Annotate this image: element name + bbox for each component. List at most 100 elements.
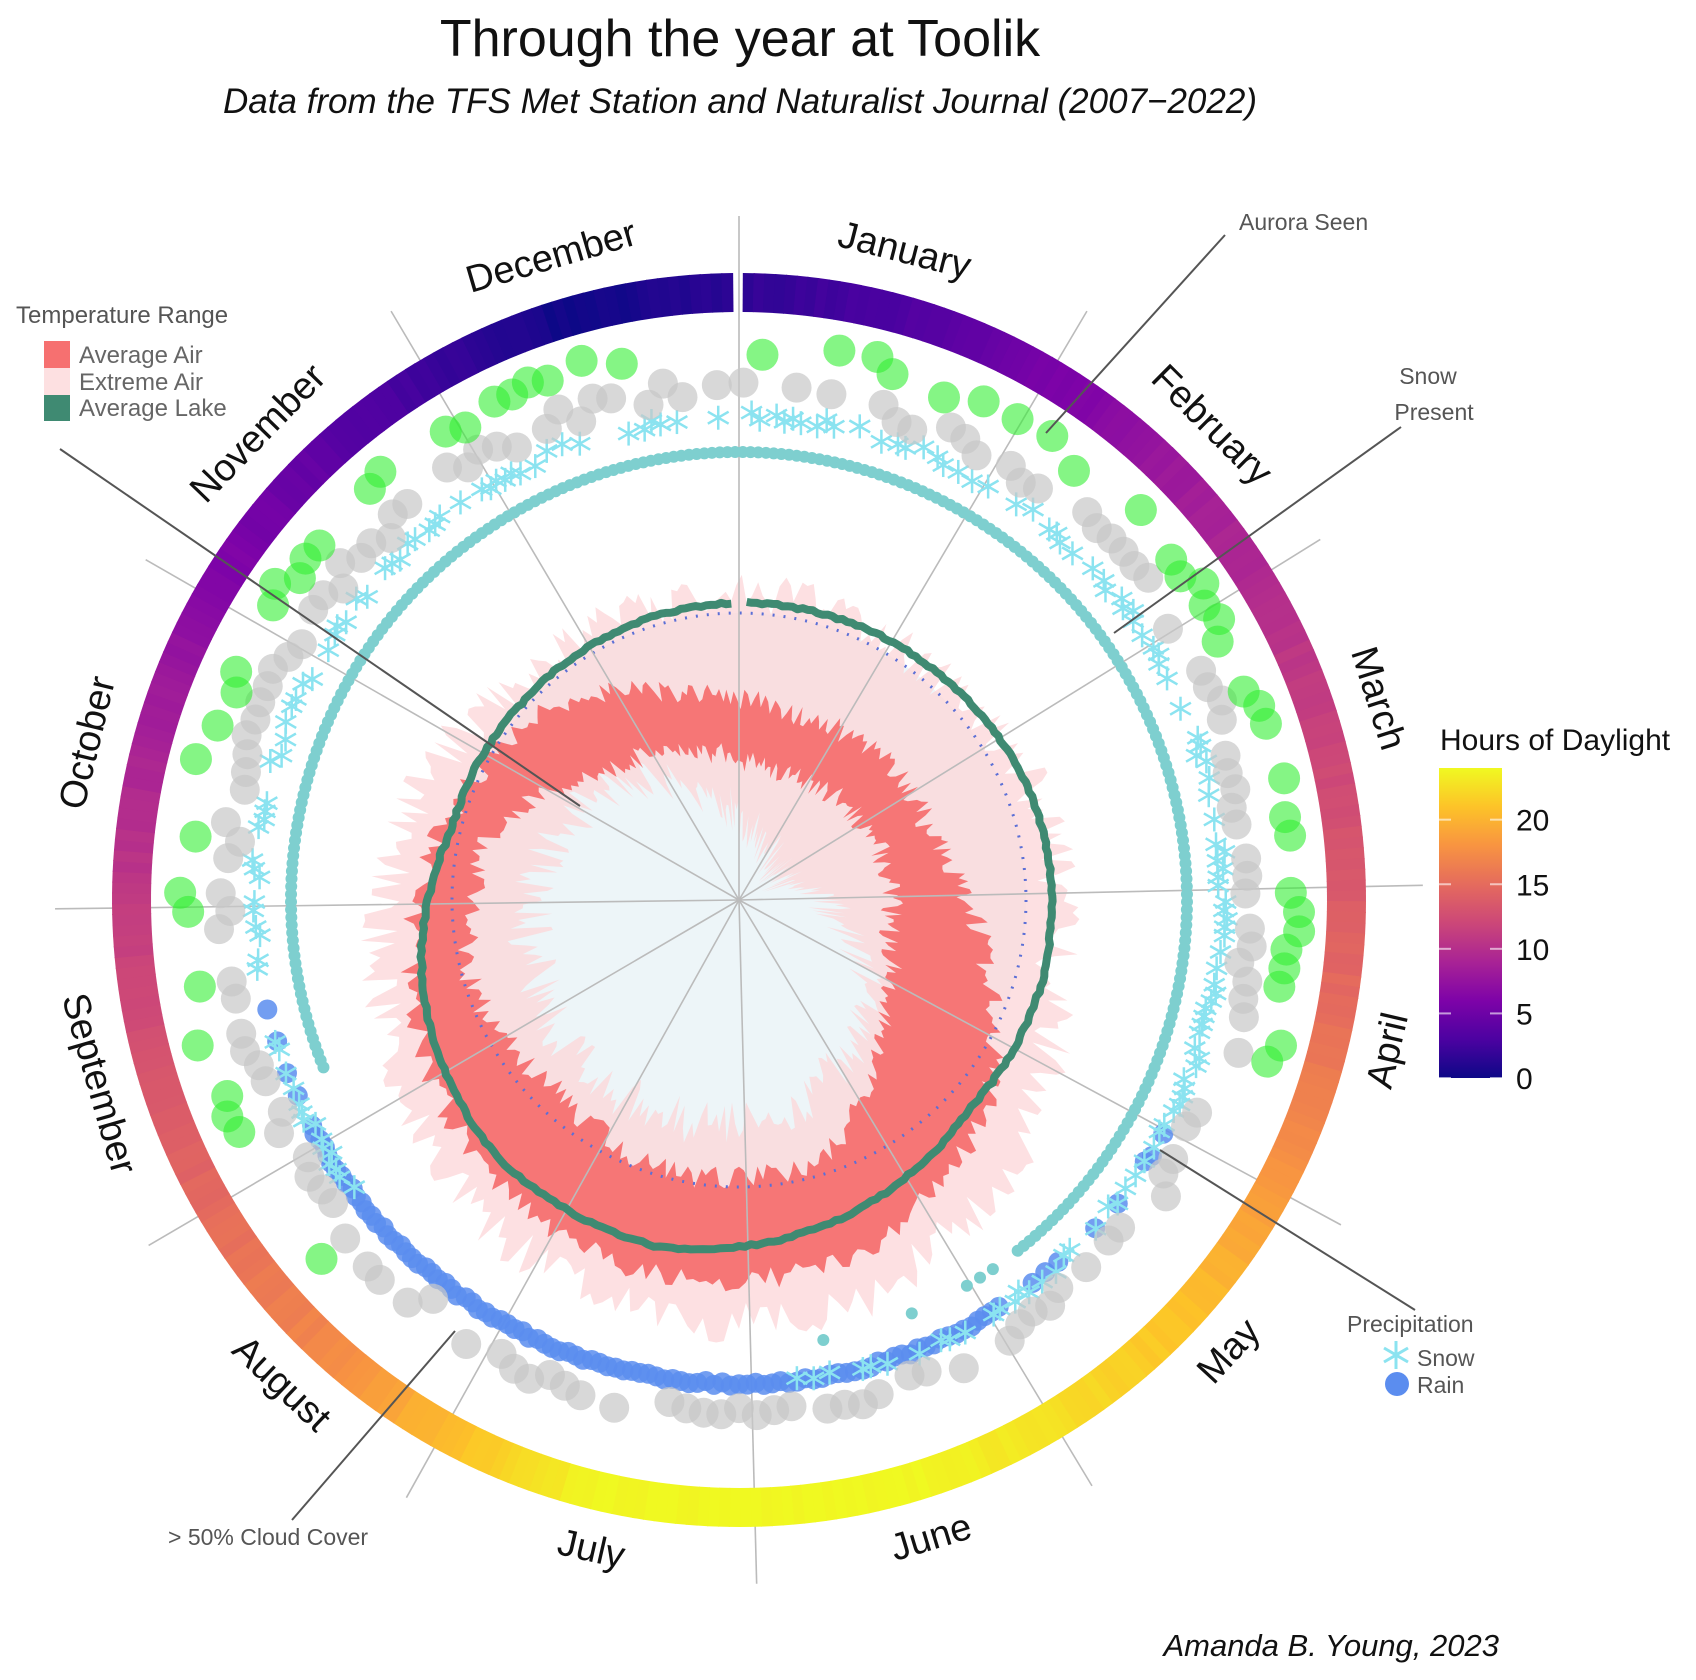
cloud-cover-mark [216, 966, 247, 997]
snow-star-stroke [389, 552, 412, 567]
daylight-day-segment [872, 289, 894, 331]
snow-star-stroke [248, 870, 271, 885]
snow-mark [1207, 873, 1230, 898]
daylight-day-segment [978, 327, 1006, 368]
daylight-day-segment [303, 441, 339, 478]
daylight-day-segment [1273, 639, 1315, 666]
snow-mark [961, 469, 984, 494]
daylight-day-segment [1115, 418, 1150, 456]
cloud-cover-mark [654, 1386, 685, 1417]
daylight-day-segment [468, 1430, 496, 1471]
snow-star-stroke [1142, 640, 1165, 655]
daylight-day-segment [1288, 1099, 1329, 1124]
daylight-day-segment [614, 283, 633, 324]
cloud-cover-mark [1170, 1111, 1201, 1142]
daylight-day-segment [461, 332, 489, 373]
aurora-layer [164, 334, 1316, 1275]
daylight-day-segment [527, 1453, 552, 1495]
cloud-cover-mark [1022, 473, 1053, 504]
daylight-day-segment [853, 284, 873, 326]
snow-star-stroke [1204, 986, 1227, 1001]
daylight-day-segment [1235, 563, 1275, 595]
daylight-day-segment [122, 774, 163, 794]
snow-star-stroke [773, 414, 796, 429]
snow-mark [1052, 1243, 1075, 1268]
snow-star-stroke [356, 589, 379, 604]
cloud-cover-mark [210, 807, 241, 838]
daylight-day-segment [1212, 528, 1251, 561]
cloud-cover-mark [1206, 704, 1237, 735]
snow-mark [785, 1366, 808, 1391]
month-spoke [738, 899, 1093, 1487]
daylight-day-segment [142, 1082, 184, 1106]
snow-star-stroke [568, 436, 591, 451]
daylight-day-segment [1187, 494, 1225, 528]
snow-star-stroke [1203, 812, 1226, 827]
snow-star-stroke [870, 434, 893, 449]
daylight-day-segment [869, 1470, 891, 1512]
snow-star-stroke [270, 748, 293, 763]
daylight-day-segment [357, 1366, 391, 1405]
average-air-band [400, 680, 1004, 1292]
daylight-day-segment [140, 701, 182, 725]
daylight-day-segment [287, 456, 324, 492]
daylight-day-segment [439, 1416, 468, 1457]
snow-mark [748, 407, 771, 432]
daylight-day-segment [1289, 679, 1330, 704]
cloud-cover-mark [418, 1283, 449, 1314]
daylight-day-segment [184, 1175, 225, 1204]
daylight-day-segment [568, 1465, 591, 1507]
cloud-cover-mark [816, 379, 847, 410]
daylight-day-segment [1206, 519, 1245, 552]
snow-star-stroke [1048, 535, 1071, 550]
cloud-cover-mark [948, 1353, 979, 1384]
snow-mark [1205, 956, 1228, 981]
daylight-day-segment [1325, 931, 1366, 946]
daylight-day-segment [112, 913, 152, 926]
daylight-day-segment [1038, 1400, 1069, 1440]
daylight-day-segment [1152, 454, 1189, 491]
snow-star-stroke [1213, 928, 1236, 943]
legend-label-rain: Rain [1417, 1372, 1464, 1398]
snow-star-stroke [1156, 671, 1179, 686]
snow-star-stroke [1211, 861, 1235, 876]
daylight-day-segment [1302, 720, 1343, 743]
snow-present-annotation-line2: Present [1394, 399, 1474, 425]
snow-star-stroke [894, 440, 917, 455]
aurora-mark [1036, 420, 1069, 453]
snow-star-stroke [470, 482, 493, 497]
daylight-day-segment [1123, 425, 1158, 463]
snow-star-stroke [954, 1325, 977, 1340]
daylight-day-segment [375, 1378, 407, 1418]
daylight-day-segment [451, 337, 480, 378]
aurora-mark [1201, 625, 1234, 658]
daylight-day-segment [548, 1460, 571, 1501]
daylight-day-segment [582, 289, 604, 331]
snow-mark [1156, 666, 1179, 691]
daylight-day-segment [191, 583, 232, 614]
legend-label-snow: Snow [1417, 1345, 1475, 1371]
daylight-day-segment [384, 1384, 416, 1424]
snow-mark [1097, 1194, 1120, 1219]
daylight-day-segment [1014, 346, 1044, 386]
cloud-cover-mark [961, 440, 992, 471]
daylight-day-segment [1295, 1080, 1336, 1104]
aurora-mark [1249, 707, 1282, 740]
aurora-mark [1001, 403, 1034, 436]
temperature-layer [360, 574, 1080, 1343]
aurora-mark [967, 385, 1000, 418]
daylight-day-segment [112, 923, 153, 937]
snow-star-stroke [1212, 903, 1235, 918]
daylight-day-segment [1002, 1420, 1032, 1461]
daylight-day-segment [993, 1424, 1022, 1466]
daylight-day-segment [1301, 1060, 1343, 1084]
daylight-day-segment [1083, 391, 1116, 431]
cloud-cover-mark [1133, 562, 1164, 593]
daylight-day-segment [432, 347, 462, 387]
cloud-cover-mark [486, 1338, 517, 1369]
daylight-day-segment [1316, 783, 1358, 802]
cloud-cover-mark [1148, 1158, 1179, 1189]
daylight-day-segment [1254, 1173, 1295, 1203]
daylight-day-segment [1227, 1217, 1267, 1249]
aurora-mark [1263, 970, 1296, 1003]
